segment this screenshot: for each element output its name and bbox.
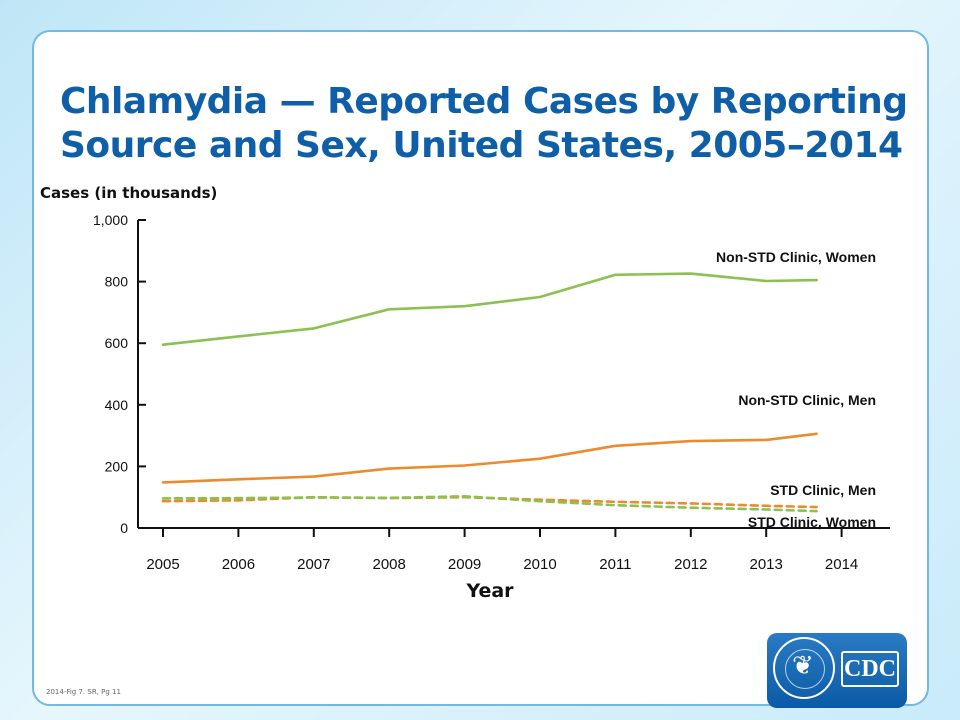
series-line-1 (161, 272, 818, 347)
y-tick-label: 600 (105, 335, 129, 351)
x-tick-label: 2012 (674, 556, 707, 573)
x-tick-label: 2009 (448, 556, 481, 573)
footnote: 2014-Fig 7. SR, Pg 11 (46, 688, 121, 696)
y-tick-label: 200 (105, 458, 129, 474)
x-tick-label: 2014 (825, 556, 858, 573)
cdc-logo: ❦ CDC (767, 633, 907, 708)
x-tick-label: 2013 (750, 556, 783, 573)
y-tick-label: 1,000 (93, 212, 128, 228)
x-tick-label: 2010 (523, 556, 556, 573)
x-tick-label: 2008 (373, 556, 406, 573)
slide-card (32, 30, 929, 706)
series-label-3: STD Clinic, Men (770, 482, 876, 498)
series-label-2: Non-STD Clinic, Men (738, 392, 876, 408)
chart-title: Chlamydia — Reported Cases by Reporting … (60, 80, 908, 168)
y-tick-label: 0 (120, 520, 128, 536)
chart-title-line-2: Source and Sex, United States, 2005–2014 (60, 125, 903, 166)
x-tick-label: 2005 (146, 556, 179, 573)
x-axis-label: Year (466, 580, 514, 602)
hhs-seal-icon: ❦ (773, 637, 835, 699)
x-tick-label: 2011 (599, 556, 631, 573)
series-label-1: Non-STD Clinic, Women (716, 249, 876, 265)
y-tick-label: 400 (105, 397, 129, 413)
series-line-4 (161, 494, 818, 513)
cdc-logo-text: CDC (841, 651, 899, 687)
chart-title-line-1: Chlamydia — Reported Cases by Reporting (60, 81, 908, 122)
x-tick-label: 2006 (222, 556, 255, 573)
y-tick-label: 800 (105, 274, 129, 290)
series-line-2 (161, 432, 818, 484)
series-label-4: STD Clinic, Women (748, 514, 876, 530)
x-tick-label: 2007 (297, 556, 330, 573)
y-axis-label: Cases (in thousands) (40, 184, 218, 202)
